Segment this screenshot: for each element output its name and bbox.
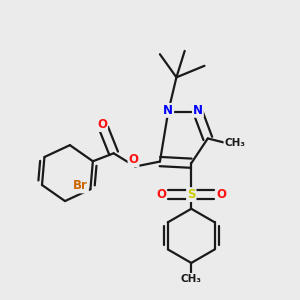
Text: N: N	[193, 104, 203, 117]
Text: O: O	[97, 118, 107, 131]
Text: O: O	[217, 188, 227, 201]
Text: CH₃: CH₃	[224, 138, 245, 148]
Text: O: O	[156, 188, 166, 201]
Text: Br: Br	[73, 179, 88, 192]
Text: S: S	[187, 188, 196, 201]
Text: O: O	[128, 153, 139, 167]
Text: CH₃: CH₃	[181, 274, 202, 284]
Text: N: N	[163, 104, 173, 117]
